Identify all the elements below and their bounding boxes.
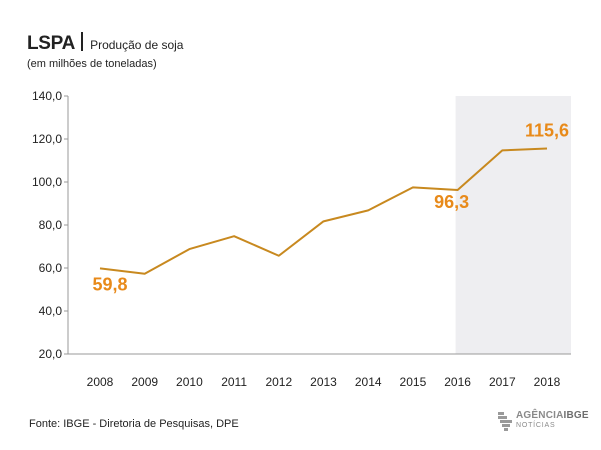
- x-tick-label: 2011: [221, 375, 247, 389]
- y-tick-label: 40,0: [39, 304, 63, 318]
- data-label-2008: 59,8: [92, 274, 127, 294]
- x-tick-label: 2017: [489, 375, 516, 389]
- logo-name-light: AGÊNCIA: [516, 410, 564, 421]
- highlight-band: [455, 96, 571, 354]
- x-tick-label: 2013: [310, 375, 337, 389]
- y-tick-label: 60,0: [39, 261, 63, 275]
- y-tick-label: 20,0: [39, 347, 63, 361]
- brazil-map-icon: [498, 412, 512, 431]
- x-tick-label: 2016: [444, 375, 471, 389]
- y-tick-label: 120,0: [32, 132, 62, 146]
- x-tick-label: 2009: [131, 375, 158, 389]
- logo-tagline: NOTÍCIAS: [516, 422, 556, 429]
- agencia-ibge-logo: AGÊNCIAIBGE NOTÍCIAS: [498, 411, 589, 431]
- x-tick-label: 2010: [176, 375, 203, 389]
- title-separator: [81, 32, 84, 51]
- y-tick-label: 100,0: [32, 175, 62, 189]
- data-label-2016: 96,3: [434, 192, 469, 212]
- x-tick-label: 2018: [534, 375, 561, 389]
- x-tick-label: 2015: [400, 375, 427, 389]
- x-tick-label: 2012: [265, 375, 292, 389]
- y-tick-label: 80,0: [39, 218, 63, 232]
- chart-subtitle: Produção de soja: [90, 38, 184, 52]
- unit-label: (em milhões de toneladas): [27, 58, 157, 70]
- source-note: Fonte: IBGE - Diretoria de Pesquisas, DP…: [29, 418, 239, 430]
- x-tick-label: 2008: [87, 375, 114, 389]
- y-tick-label: 140,0: [32, 89, 62, 103]
- chart-title-row: LSPA Produção de soja: [27, 30, 183, 55]
- data-label-2018: 115,6: [525, 120, 569, 140]
- chart-title: LSPA: [27, 33, 76, 54]
- x-tick-label: 2014: [355, 375, 382, 389]
- logo-name-bold: IBGE: [563, 410, 589, 421]
